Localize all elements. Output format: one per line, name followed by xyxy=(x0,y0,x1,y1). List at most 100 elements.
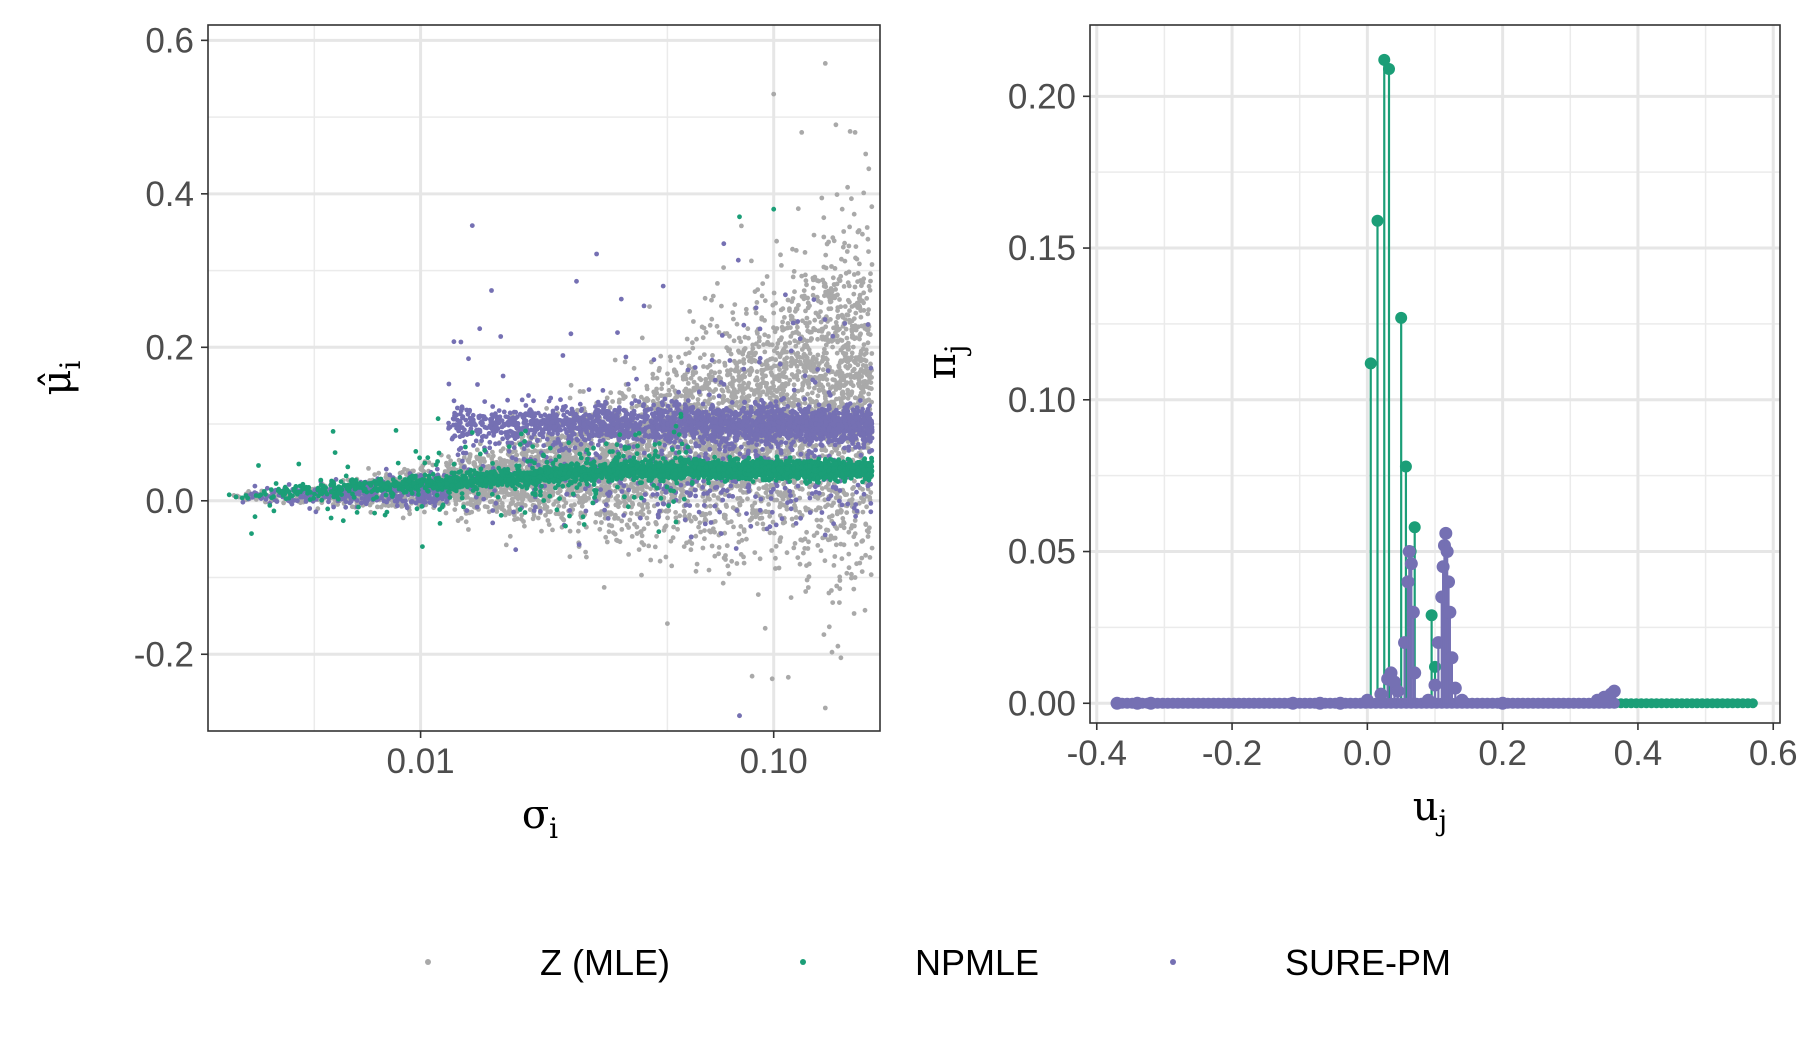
z-mle-point xyxy=(830,275,836,281)
z-mle-point xyxy=(851,534,857,540)
z-mle-point xyxy=(781,370,786,376)
z-mle-point xyxy=(782,357,787,362)
z-mle-point xyxy=(560,511,566,517)
z-mle-point xyxy=(759,371,765,377)
z-mle-point xyxy=(634,511,640,517)
z-mle-point xyxy=(617,390,623,396)
z-mle-point xyxy=(759,515,765,521)
z-mle-point xyxy=(821,447,827,453)
z-mle-point xyxy=(766,334,771,339)
z-mle-point xyxy=(443,510,449,516)
z-mle-point xyxy=(579,498,584,503)
z-mle-point xyxy=(801,288,807,293)
z-mle-point xyxy=(650,375,656,381)
z-mle-point xyxy=(669,563,675,569)
z-mle-point xyxy=(498,448,504,454)
z-mle-point xyxy=(795,398,801,403)
z-mle-point xyxy=(773,566,778,571)
z-mle-point xyxy=(860,509,866,515)
z-mle-point xyxy=(631,488,637,494)
z-mle-point xyxy=(629,481,634,487)
z-mle-point xyxy=(866,249,871,255)
z-mle-point xyxy=(846,283,852,289)
z-mle-point xyxy=(701,364,706,369)
z-mle-point xyxy=(777,504,783,510)
z-mle-point xyxy=(864,504,869,510)
z-mle-point xyxy=(822,558,828,564)
z-mle-point xyxy=(676,354,681,360)
z-mle-point xyxy=(707,510,713,516)
z-mle-point xyxy=(707,496,712,502)
z-mle-point xyxy=(868,572,874,578)
z-mle-point xyxy=(849,497,855,502)
z-mle-point xyxy=(761,380,767,386)
z-mle-point xyxy=(805,391,810,397)
z-mle-point xyxy=(617,500,623,505)
z-mle-point xyxy=(668,538,674,544)
z-mle-point xyxy=(787,340,793,346)
z-mle-point xyxy=(789,299,795,304)
z-mle-point xyxy=(639,335,645,341)
z-mle-point xyxy=(811,399,816,405)
z-mle-point xyxy=(688,375,694,381)
z-mle-point xyxy=(864,225,870,230)
z-mle-point xyxy=(839,370,845,376)
z-mle-point xyxy=(790,357,795,362)
z-mle-point xyxy=(844,249,850,254)
z-mle-point xyxy=(561,517,567,523)
z-mle-point xyxy=(840,516,846,521)
z-mle-point xyxy=(869,262,875,267)
z-mle-point xyxy=(745,384,751,390)
z-mle-point xyxy=(868,361,873,367)
z-mle-point xyxy=(868,380,874,385)
scatter-panel: -0.20.00.20.40.60.01 0.10 σi μ̂i xyxy=(34,21,881,845)
z-mle-point xyxy=(853,244,859,250)
z-mle-point xyxy=(793,373,799,379)
z-mle-point xyxy=(829,588,834,593)
z-mle-point xyxy=(792,338,798,344)
z-mle-point xyxy=(749,516,754,522)
z-mle-point xyxy=(773,374,779,379)
z-mle-point xyxy=(811,326,816,331)
z-mle-point xyxy=(859,569,865,574)
z-mle-point xyxy=(848,375,854,380)
z-mle-point xyxy=(627,517,633,523)
z-mle-point xyxy=(606,522,612,528)
z-mle-point xyxy=(769,356,775,361)
z-mle-point xyxy=(731,338,737,344)
z-mle-point xyxy=(602,454,608,460)
z-mle-point xyxy=(834,281,840,287)
z-mle-point xyxy=(654,386,659,392)
z-mle-point xyxy=(376,470,382,476)
z-mle-point xyxy=(659,386,664,392)
z-mle-point xyxy=(836,451,842,456)
z-mle-point xyxy=(826,487,832,493)
z-mle-point xyxy=(818,300,824,306)
z-mle-point xyxy=(807,351,813,356)
z-mle-point xyxy=(866,166,872,172)
z-mle-point xyxy=(613,512,618,518)
z-mle-point xyxy=(834,583,840,589)
z-mle-point xyxy=(846,529,852,535)
z-mle-point xyxy=(648,557,654,563)
z-mle-point xyxy=(762,298,768,304)
z-mle-point xyxy=(855,270,861,276)
z-mle-point xyxy=(854,256,860,262)
z-mle-point xyxy=(858,351,864,357)
z-mle-point xyxy=(857,261,862,267)
z-mle-point xyxy=(577,446,583,451)
z-mle-point xyxy=(701,325,707,331)
z-mle-point xyxy=(725,368,730,374)
z-mle-point xyxy=(712,519,718,524)
z-mle-point xyxy=(639,540,645,545)
z-mle-point xyxy=(833,371,839,377)
z-mle-point xyxy=(811,232,817,238)
z-mle-point xyxy=(453,498,459,504)
z-mle-point xyxy=(426,460,432,465)
z-mle-point xyxy=(839,206,845,212)
z-mle-point xyxy=(769,676,775,682)
z-mle-point xyxy=(850,368,856,374)
z-mle-point xyxy=(799,386,805,392)
z-mle-point xyxy=(853,327,859,333)
z-mle-point xyxy=(771,310,777,316)
